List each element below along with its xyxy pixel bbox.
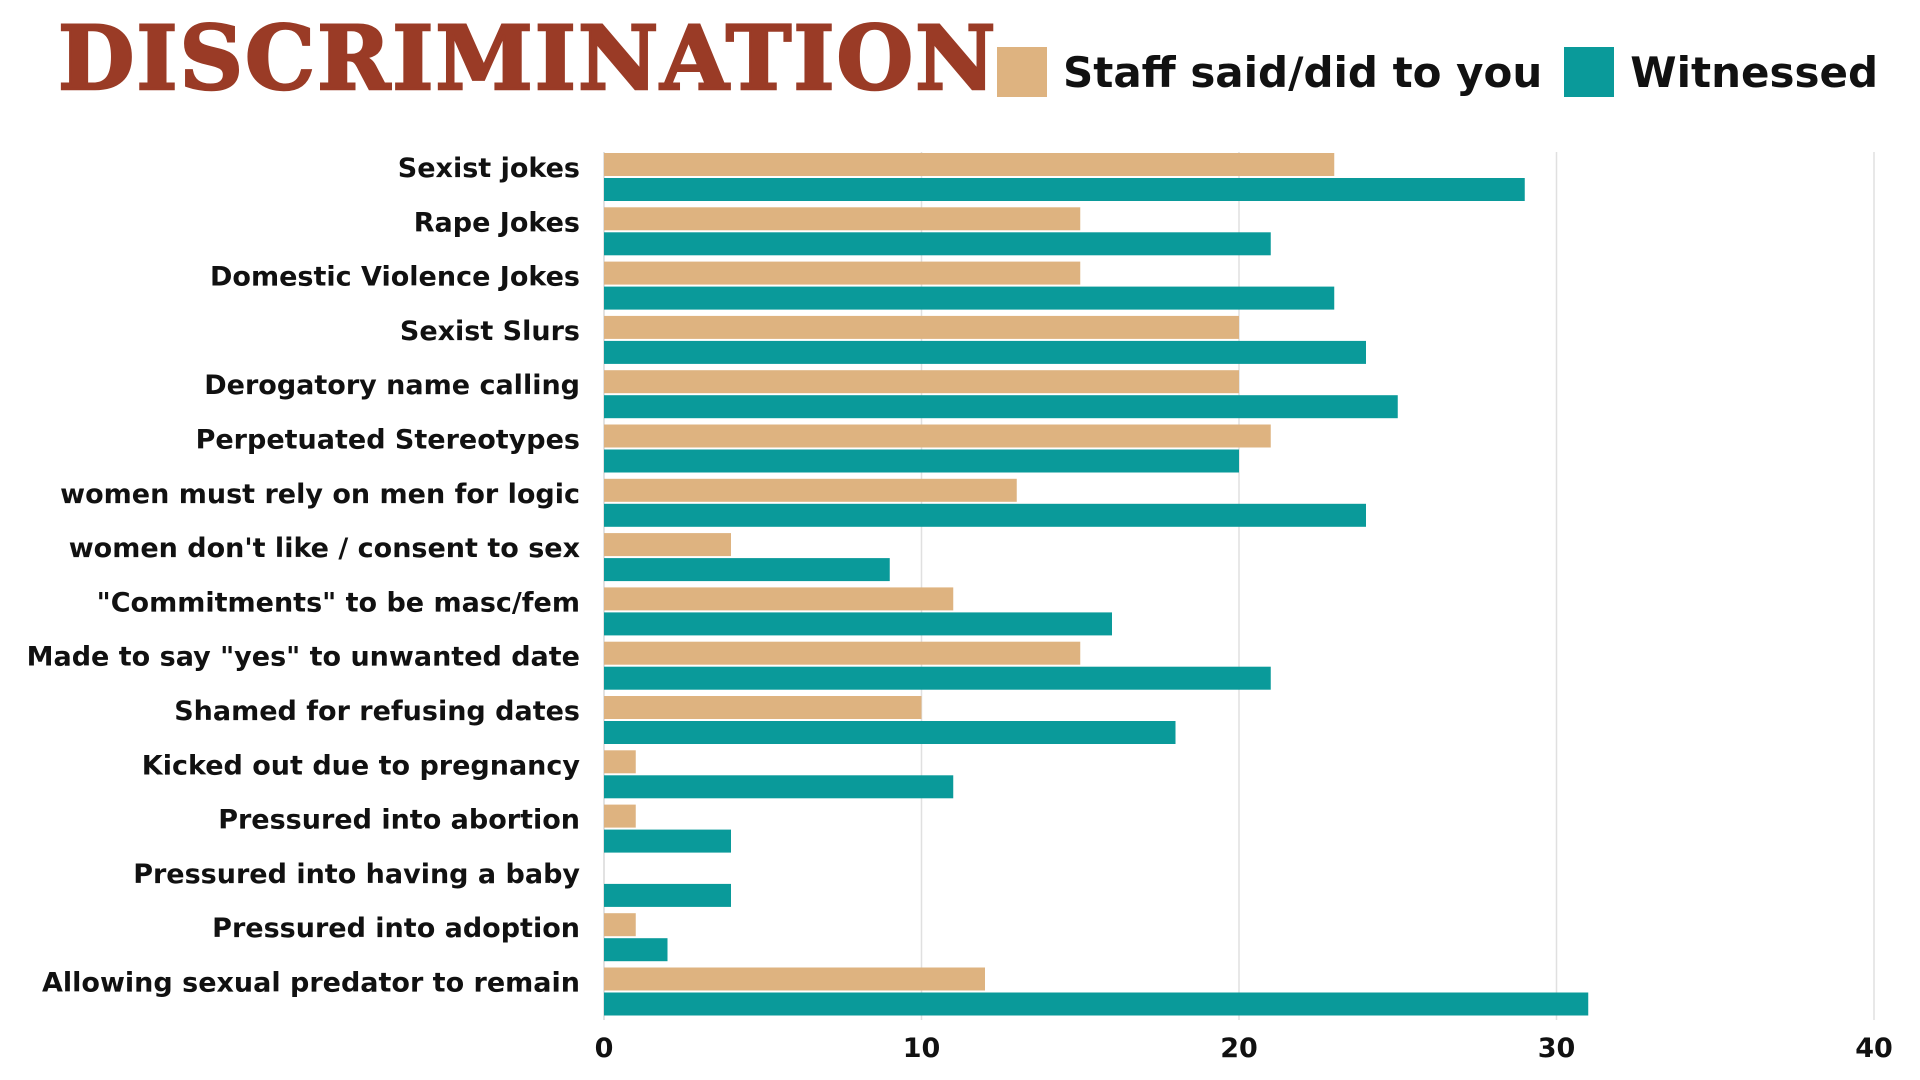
category-label: Kicked out due to pregnancy: [142, 750, 581, 781]
bar-witnessed: [604, 992, 1589, 1016]
bar-witnessed: [604, 612, 1112, 636]
legend-swatch-witnessed: [1564, 47, 1615, 97]
x-tick-label: 20: [1220, 1033, 1258, 1064]
bar-staff: [604, 207, 1081, 231]
bar-witnessed: [604, 666, 1271, 690]
x-tick-label: 0: [595, 1033, 614, 1064]
bar-staff: [604, 153, 1335, 176]
category-label: women don't like / consent to sex: [69, 533, 580, 564]
bar-staff: [604, 913, 636, 937]
legend-item-staff: Staff said/did to you: [997, 47, 1542, 97]
category-label: Pressured into adoption: [212, 913, 580, 944]
bar-witnessed: [604, 558, 890, 582]
category-labels: Sexist jokes Rape Jokes Domestic Violence …: [27, 153, 581, 999]
bar-staff: [604, 641, 1081, 665]
x-tick-label: 30: [1538, 1033, 1576, 1064]
legend: Staff said/did to you Witnessed: [997, 45, 1900, 99]
bar-witnessed: [604, 178, 1525, 201]
bars: [604, 153, 1589, 1016]
bar-witnessed: [604, 232, 1271, 256]
bar-staff: [604, 315, 1239, 339]
category-label: "Commitments" to be masc/fem: [97, 587, 580, 618]
bar-staff: [604, 478, 1017, 502]
bar-witnessed: [604, 829, 731, 853]
legend-label-witnessed: Witnessed: [1630, 47, 1879, 97]
x-tick-label: 40: [1855, 1033, 1893, 1064]
bar-witnessed: [604, 340, 1366, 364]
bar-staff: [604, 424, 1271, 448]
x-axis-ticks: 0 10 20 30 40: [595, 1033, 1893, 1064]
x-tick-label: 10: [903, 1033, 941, 1064]
category-label: Shamed for refusing dates: [174, 696, 580, 727]
category-label: Domestic Violence Jokes: [210, 262, 580, 293]
bar-staff: [604, 587, 954, 611]
category-label: Allowing sexual predator to remain: [42, 968, 580, 999]
bar-witnessed: [604, 883, 731, 907]
category-label: Rape Jokes: [414, 207, 580, 238]
category-label: women must rely on men for logic: [60, 479, 580, 510]
bar-staff: [604, 261, 1081, 285]
bar-witnessed: [604, 449, 1239, 473]
category-label: Sexist Slurs: [400, 316, 580, 347]
bar-staff: [604, 696, 922, 719]
bar-staff: [604, 804, 636, 828]
bar-witnessed: [604, 938, 668, 962]
category-label: Derogatory name calling: [204, 370, 580, 401]
legend-label-staff: Staff said/did to you: [1063, 47, 1543, 97]
category-label: Made to say "yes" to unwanted date: [27, 642, 580, 673]
bar-witnessed: [604, 286, 1335, 310]
category-label: Sexist jokes: [398, 153, 580, 184]
bar-witnessed: [604, 395, 1398, 419]
bar-staff: [604, 750, 636, 774]
bar-staff: [604, 533, 731, 557]
bar-witnessed: [604, 503, 1366, 527]
chart-title: DISCRIMINATION: [57, 6, 998, 110]
bar-witnessed: [604, 775, 954, 799]
category-label: Pressured into having a baby: [133, 859, 580, 890]
bar-staff: [604, 967, 985, 991]
legend-swatch-staff: [997, 47, 1047, 97]
bar-witnessed: [604, 721, 1176, 744]
category-label: Perpetuated Stereotypes: [196, 425, 580, 456]
legend-item-witnessed: Witnessed: [1564, 47, 1878, 97]
category-label: Pressured into abortion: [218, 805, 580, 836]
bar-staff: [604, 370, 1239, 394]
